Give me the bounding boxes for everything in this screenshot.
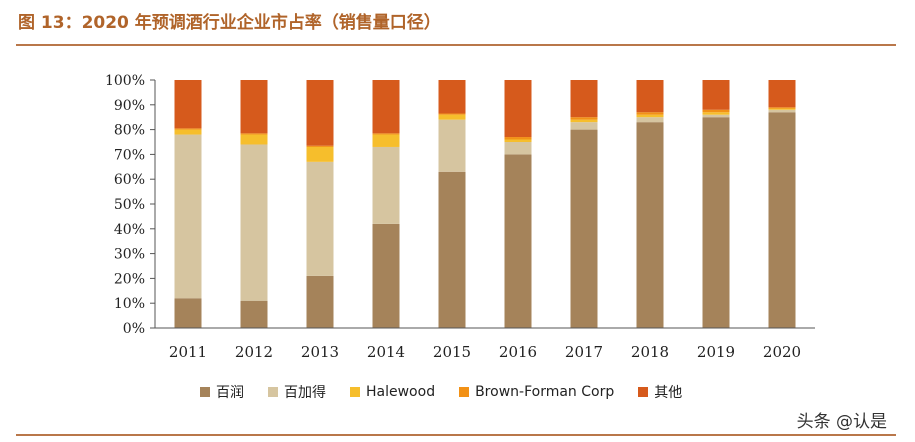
figure-title: 图 13：2020 年预调酒行业企业市占率（销售量口径）: [18, 13, 441, 33]
bar-segment: [372, 133, 400, 135]
bar-segment: [504, 80, 532, 138]
bar-segment: [174, 298, 202, 328]
legend-swatch: [459, 387, 470, 397]
bar-segment: [438, 114, 466, 120]
bottom-divider: [16, 434, 896, 436]
chart-legend: 百润 百加得 Halewood Brown-Forman Corp 其他: [200, 382, 682, 402]
y-tick-label: 90%: [114, 98, 145, 114]
x-tick-label: 2011: [169, 343, 207, 361]
x-tick-label: 2018: [631, 343, 669, 361]
bar-segment: [438, 80, 466, 114]
x-tick-label: 2019: [697, 343, 735, 361]
bar-segment: [240, 144, 268, 301]
bar-segment: [438, 119, 466, 172]
bar-segment: [372, 223, 400, 328]
bar-segment: [372, 80, 400, 134]
x-tick-label: 2017: [565, 343, 603, 361]
bar-segment: [174, 128, 202, 130]
bar-segment: [372, 146, 400, 224]
x-tick-label: 2012: [235, 343, 273, 361]
legend-label: 百加得: [284, 385, 326, 401]
bar-segment: [570, 80, 598, 118]
bar-segment: [768, 80, 796, 108]
bar-segment: [636, 117, 664, 123]
legend-label: 百润: [216, 385, 244, 401]
x-tick-label: 2015: [433, 343, 471, 361]
legend-label: Brown-Forman Corp: [475, 384, 615, 400]
bar-segment: [570, 122, 598, 130]
bar-segment: [438, 113, 466, 115]
bar-segment: [174, 129, 202, 135]
x-tick-label: 2020: [763, 343, 801, 361]
bar-segment: [702, 114, 730, 118]
y-tick-label: 0%: [123, 321, 145, 337]
legend-swatch: [350, 387, 360, 397]
title-divider: [16, 44, 896, 46]
y-tick-label: 50%: [114, 197, 145, 213]
bar-segment: [240, 134, 268, 145]
legend-item: Halewood: [350, 382, 435, 402]
bar-segment: [306, 275, 334, 328]
bar-segment: [702, 112, 730, 115]
bar-segment: [702, 117, 730, 328]
bar-segment: [306, 146, 334, 162]
y-tick-label: 80%: [114, 123, 145, 139]
x-tick-label: 2014: [367, 343, 405, 361]
bar-segment: [504, 142, 532, 155]
bar-segment: [504, 154, 532, 328]
bar-segment: [372, 134, 400, 147]
y-tick-label: 70%: [114, 147, 145, 163]
bar-segment: [504, 139, 532, 142]
legend-item: Brown-Forman Corp: [459, 382, 614, 402]
bar-segment: [636, 114, 664, 118]
bar-segment: [504, 137, 532, 140]
bar-segment: [240, 133, 268, 135]
y-tick-label: 10%: [114, 296, 145, 312]
bar-segment: [570, 129, 598, 328]
bars: [174, 80, 796, 329]
legend-swatch: [638, 387, 649, 397]
bar-segment: [306, 145, 334, 147]
bar-segment: [570, 119, 598, 123]
bar-segment: [702, 109, 730, 113]
bar-segment: [306, 161, 334, 276]
legend-item: 百润: [200, 382, 244, 402]
bar-segment: [636, 112, 664, 115]
bar-segment: [240, 300, 268, 328]
y-tick-label: 40%: [114, 222, 145, 238]
legend-label: 其他: [654, 385, 683, 401]
y-tick-label: 20%: [114, 271, 145, 287]
legend-item: 百加得: [268, 382, 326, 402]
x-tick-label: 2013: [301, 343, 339, 361]
bar-segment: [438, 171, 466, 328]
bar-segment: [768, 108, 796, 110]
bar-segment: [768, 109, 796, 113]
x-axis: 2011 2012 2013 2014 2015 2016 2017 2018 2019 2020: [155, 327, 815, 361]
legend-swatch: [200, 387, 210, 397]
bar-segment: [570, 117, 598, 120]
legend-item: 其他: [638, 382, 682, 402]
x-tick-label: 2016: [499, 343, 537, 361]
bar-segment: [174, 80, 202, 129]
bar-segment: [174, 134, 202, 299]
watermark: 头条 @认是: [796, 412, 887, 432]
bar-segment: [240, 80, 268, 134]
bar-segment: [636, 122, 664, 328]
y-tick-label: 100%: [105, 73, 145, 89]
legend-label: Halewood: [366, 384, 436, 400]
y-tick-label: 60%: [114, 172, 145, 188]
bar-segment: [768, 107, 796, 109]
bar-segment: [768, 112, 796, 329]
y-tick-label: 30%: [114, 247, 145, 263]
bar-segment: [636, 80, 664, 113]
bar-segment: [306, 80, 334, 146]
bar-segment: [702, 80, 730, 110]
legend-swatch: [268, 387, 278, 397]
y-axis: 0% 10% 20% 30% 40% 50% 60% 70% 80% 90% 100%: [105, 73, 156, 337]
